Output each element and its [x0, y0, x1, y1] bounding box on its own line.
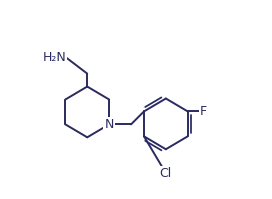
Text: Cl: Cl: [160, 167, 172, 180]
Text: F: F: [200, 105, 207, 118]
Text: H₂N: H₂N: [43, 51, 66, 64]
Text: N: N: [104, 118, 114, 131]
